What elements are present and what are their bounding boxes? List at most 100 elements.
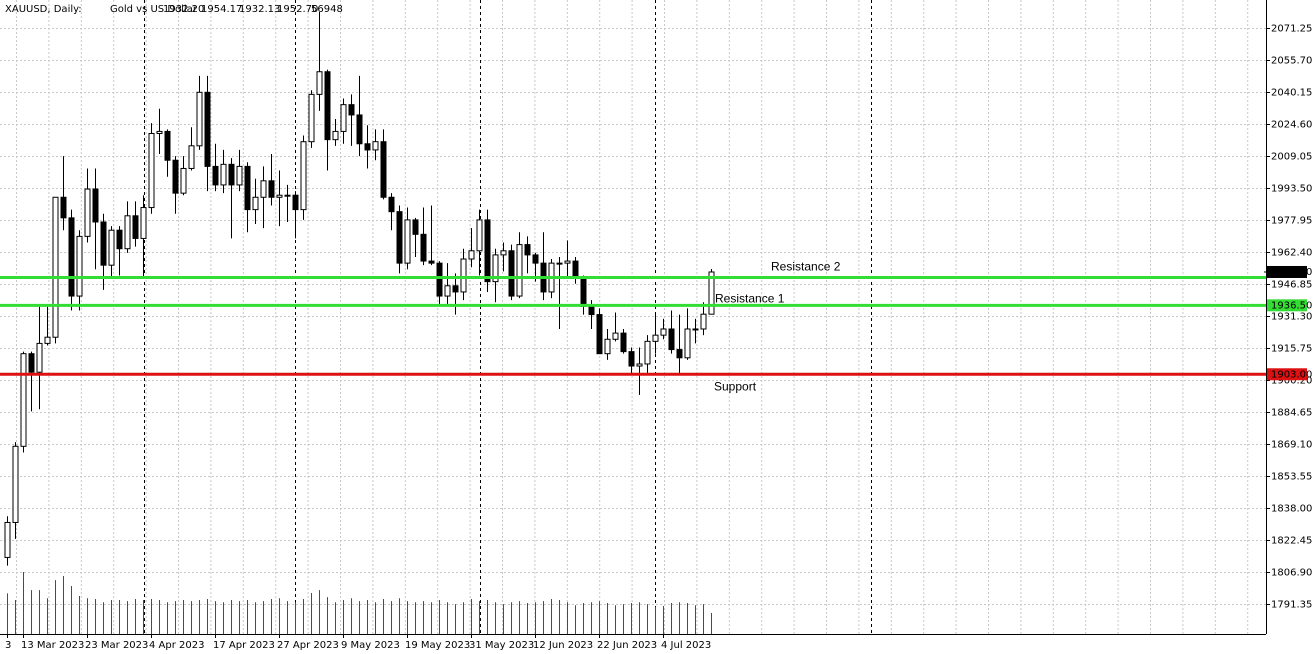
- x-tick-label: 23 Mar 2023: [85, 640, 148, 651]
- candle-body: [708, 271, 715, 315]
- candle-body: [396, 211, 403, 264]
- candle-body: [188, 145, 195, 169]
- header-high: 1954.17: [201, 4, 242, 15]
- x-tick-label: 4 Jul 2023: [661, 640, 711, 651]
- candle-body: [28, 353, 35, 373]
- candle-body: [156, 130, 163, 134]
- candle-body: [284, 194, 291, 197]
- x-tick-label: 3: [5, 640, 11, 651]
- x-tick-label: 22 Jun 2023: [597, 640, 657, 651]
- candle-body: [76, 235, 83, 297]
- candle-body: [180, 167, 187, 194]
- candle-body: [508, 250, 515, 297]
- x-tick-label: 17 Apr 2023: [213, 640, 275, 651]
- header-close: 1952.70: [277, 4, 318, 15]
- y-tick-label: 2040.15: [1271, 88, 1312, 99]
- y-tick-label: 1993.50: [1271, 184, 1312, 195]
- candle-body: [452, 285, 459, 293]
- candle-body: [100, 221, 107, 266]
- price-tag-label: 1952.70: [1271, 267, 1312, 278]
- candle-body: [124, 215, 131, 250]
- candle-body: [580, 277, 587, 307]
- candle-body: [20, 353, 27, 447]
- candle-body: [444, 285, 451, 297]
- candle-body: [668, 328, 675, 351]
- x-tick-label: 31 May 2023: [469, 640, 534, 651]
- candle-body: [276, 194, 283, 198]
- candle-body: [428, 260, 435, 264]
- candle-body: [44, 336, 51, 344]
- candle-body: [244, 165, 251, 211]
- candle-body: [300, 141, 307, 211]
- candle-body: [468, 250, 475, 260]
- candle-body: [356, 114, 363, 145]
- x-tick-label: 12 Jun 2023: [533, 640, 593, 651]
- candle-body: [84, 188, 91, 237]
- candle-body: [692, 328, 699, 331]
- candle-body: [660, 328, 667, 336]
- x-tick-label: 13 Mar 2023: [21, 640, 84, 651]
- candle-body: [388, 196, 395, 213]
- candle-body: [164, 130, 171, 161]
- candle-body: [676, 349, 683, 359]
- candle-body: [172, 159, 179, 194]
- candle-body: [620, 332, 627, 353]
- candle-body: [148, 132, 155, 209]
- candle-body: [252, 196, 259, 211]
- y-tick-label: 1931.30: [1271, 312, 1312, 323]
- level-label: Resistance 2: [771, 260, 841, 274]
- candle-body: [36, 342, 43, 373]
- candle-body: [316, 71, 323, 95]
- y-tick-label: 1838.00: [1271, 504, 1312, 515]
- header-low: 1932.13: [239, 4, 280, 15]
- candle-body: [140, 207, 147, 239]
- y-tick-label: 1915.75: [1271, 344, 1312, 355]
- candle-body: [60, 196, 67, 219]
- candle-body: [404, 219, 411, 264]
- y-tick-label: 1806.90: [1271, 568, 1312, 579]
- header-volume: 56948: [311, 4, 343, 15]
- y-tick-label: 1791.35: [1271, 600, 1312, 611]
- candle-body: [596, 314, 603, 355]
- candle-body: [532, 254, 539, 264]
- level-tag-label: 1936.50: [1271, 300, 1312, 311]
- candle-body: [604, 338, 611, 355]
- price-tag: [1267, 265, 1307, 278]
- candle-body: [260, 180, 267, 198]
- level-tag-label: 1903.00: [1271, 369, 1312, 380]
- candle-body: [132, 215, 139, 239]
- candle-body: [364, 143, 371, 151]
- candle-body: [516, 244, 523, 297]
- candle-body: [436, 262, 443, 297]
- candle-body: [588, 305, 595, 316]
- candle-body: [212, 165, 219, 186]
- candle-body: [684, 328, 691, 359]
- candle-body: [412, 219, 419, 235]
- candle-body: [644, 340, 651, 365]
- x-tick-label: 27 Apr 2023: [277, 640, 339, 651]
- candle-body: [308, 93, 315, 143]
- level-tag: [1267, 299, 1307, 312]
- candle-body: [380, 141, 387, 198]
- candle-body: [476, 219, 483, 252]
- candle-body: [236, 165, 243, 186]
- candle-body: [12, 445, 19, 523]
- candle-body: [420, 233, 427, 262]
- candle-body: [52, 196, 59, 338]
- candle-body: [636, 363, 643, 367]
- y-tick-label: 2024.60: [1271, 120, 1312, 131]
- candle-body: [292, 194, 299, 211]
- y-tick-label: 1962.40: [1271, 248, 1312, 259]
- candle-body: [268, 180, 275, 198]
- y-tick-label: 1869.10: [1271, 440, 1312, 451]
- candle-body: [340, 104, 347, 132]
- y-tick-label: 1822.45: [1271, 536, 1312, 547]
- y-tick-label: 2055.70: [1271, 56, 1312, 67]
- candle-body: [572, 260, 579, 279]
- y-tick-label: 1853.55: [1271, 472, 1312, 483]
- y-tick-label: 1900.20: [1271, 376, 1312, 387]
- candle-body: [332, 130, 339, 141]
- candle-body: [460, 258, 467, 293]
